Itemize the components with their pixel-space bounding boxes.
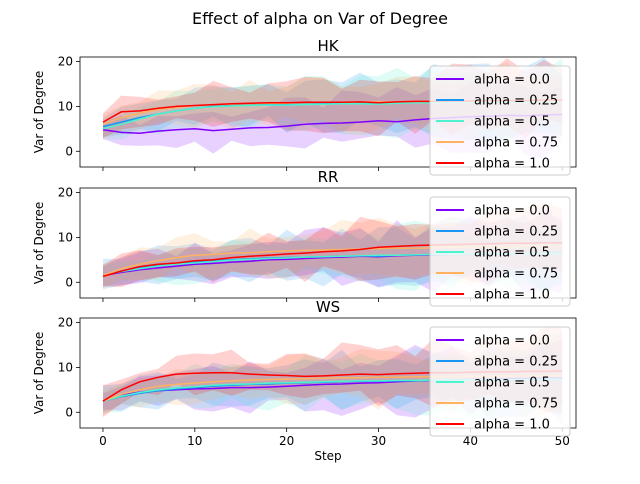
figure-title: Effect of alpha on Var of Degree <box>192 9 448 28</box>
panel-title: RR <box>318 168 339 186</box>
x-tick-label: 50 <box>555 434 570 448</box>
legend-label: alpha = 0.25 <box>474 355 558 370</box>
x-tick-label: 10 <box>187 434 202 448</box>
y-tick-label: 10 <box>58 230 73 244</box>
plot-frame <box>79 317 577 429</box>
legend: alpha = 0.0 alpha = 0.25 alpha = 0.5 alpha … <box>429 326 571 437</box>
legend-label: alpha = 1.0 <box>474 157 550 172</box>
legend-label: alpha = 0.25 <box>474 225 558 240</box>
legend-label: alpha = 0.25 <box>474 94 558 109</box>
legend-label: alpha = 0.5 <box>474 115 550 130</box>
x-tick-label: 0 <box>99 434 107 448</box>
legend-label: alpha = 0.0 <box>474 334 550 349</box>
legend-label: alpha = 0.5 <box>474 246 550 261</box>
y-axis-label: Var of Degree <box>32 71 46 153</box>
x-axis-label: Step <box>314 449 341 463</box>
y-tick-label: 10 <box>58 99 73 113</box>
legend: alpha = 0.0 alpha = 0.25 alpha = 0.5 alpha … <box>429 65 571 176</box>
legend-label: alpha = 0.5 <box>474 376 550 391</box>
legend-label: alpha = 0.75 <box>474 397 558 412</box>
plot-frame <box>79 187 577 299</box>
y-tick-label: 0 <box>65 405 73 419</box>
legend: alpha = 0.0 alpha = 0.25 alpha = 0.5 alpha … <box>429 196 571 307</box>
legend-box <box>429 65 571 176</box>
y-tick-label: 10 <box>58 360 73 374</box>
legend-label: alpha = 1.0 <box>474 418 550 433</box>
legend-box <box>429 326 571 437</box>
panel-title: WS <box>316 298 340 316</box>
y-axis-label: Var of Degree <box>32 332 46 414</box>
y-tick-label: 20 <box>58 185 73 199</box>
legend-label: alpha = 0.0 <box>474 73 550 88</box>
legend-label: alpha = 1.0 <box>474 288 550 303</box>
legend-label: alpha = 0.75 <box>474 136 558 151</box>
y-tick-label: 20 <box>58 54 73 68</box>
x-tick-label: 40 <box>463 434 478 448</box>
legend-label: alpha = 0.0 <box>474 204 550 219</box>
y-tick-label: 0 <box>65 275 73 289</box>
y-tick-label: 0 <box>65 144 73 158</box>
panel-ws: 0 10 20 0 10 20 30 40 50 WS Var of Degree Step alpha… <box>32 298 577 463</box>
legend-label: alpha = 0.75 <box>474 267 558 282</box>
x-tick-label: 20 <box>279 434 294 448</box>
plot-frame <box>79 56 577 168</box>
x-tick-label: 30 <box>371 434 386 448</box>
panel-title: HK <box>317 37 339 55</box>
y-axis-label: Var of Degree <box>32 202 46 284</box>
legend-box <box>429 196 571 307</box>
y-tick-label: 20 <box>58 315 73 329</box>
